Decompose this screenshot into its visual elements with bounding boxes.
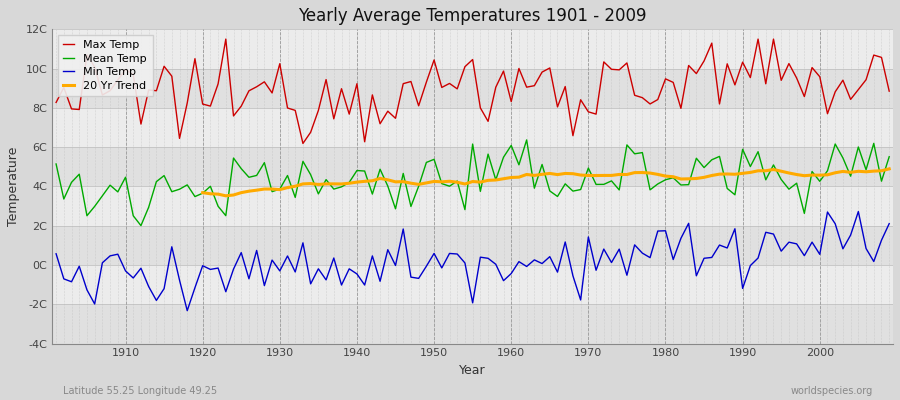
- Max Temp: [290, 108, 301, 113]
- Max Temp: [521, 85, 532, 90]
- Line: Mean Temp: Mean Temp: [56, 140, 889, 226]
- Line: 20 Yr Trend: 20 Yr Trend: [202, 169, 889, 196]
- Line: Max Temp: Max Temp: [56, 39, 889, 144]
- Max Temp: [298, 141, 309, 146]
- Mean Temp: [521, 138, 532, 142]
- Max Temp: [884, 89, 895, 94]
- 20 Yr Trend: [298, 182, 309, 186]
- Mean Temp: [290, 195, 301, 200]
- Mean Temp: [336, 184, 346, 189]
- 20 Yr Trend: [220, 194, 231, 198]
- Bar: [52, 265, 893, 304]
- Bar: [52, 186, 893, 226]
- Mean Temp: [614, 188, 625, 192]
- Bar: [52, 29, 893, 68]
- Mean Temp: [136, 223, 147, 228]
- Text: Latitude 55.25 Longitude 49.25: Latitude 55.25 Longitude 49.25: [63, 386, 217, 396]
- 20 Yr Trend: [197, 190, 208, 195]
- Mean Temp: [514, 162, 525, 167]
- 20 Yr Trend: [884, 166, 895, 171]
- Mean Temp: [112, 190, 123, 194]
- Min Temp: [290, 270, 301, 274]
- Text: worldspecies.org: worldspecies.org: [791, 386, 873, 396]
- 20 Yr Trend: [860, 169, 871, 174]
- Bar: [52, 147, 893, 186]
- Max Temp: [220, 37, 231, 42]
- Y-axis label: Temperature: Temperature: [7, 147, 20, 226]
- Max Temp: [344, 112, 355, 116]
- 20 Yr Trend: [776, 169, 787, 174]
- Title: Yearly Average Temperatures 1901 - 2009: Yearly Average Temperatures 1901 - 2009: [299, 7, 647, 25]
- Min Temp: [50, 251, 61, 256]
- Max Temp: [514, 66, 525, 71]
- Bar: [52, 226, 893, 265]
- Mean Temp: [884, 154, 895, 159]
- Min Temp: [506, 271, 517, 276]
- Max Temp: [614, 68, 625, 72]
- Min Temp: [606, 260, 616, 265]
- Bar: [52, 108, 893, 147]
- Legend: Max Temp, Mean Temp, Min Temp, 20 Yr Trend: Max Temp, Mean Temp, Min Temp, 20 Yr Tre…: [58, 35, 152, 96]
- Min Temp: [336, 283, 346, 288]
- Min Temp: [884, 221, 895, 226]
- Max Temp: [50, 100, 61, 105]
- X-axis label: Year: Year: [459, 364, 486, 377]
- 20 Yr Trend: [791, 172, 802, 177]
- Min Temp: [182, 308, 193, 313]
- Min Temp: [853, 209, 864, 214]
- Max Temp: [112, 78, 123, 82]
- Bar: [52, 68, 893, 108]
- Min Temp: [514, 259, 525, 264]
- Mean Temp: [50, 162, 61, 166]
- Line: Min Temp: Min Temp: [56, 212, 889, 311]
- 20 Yr Trend: [683, 176, 694, 181]
- 20 Yr Trend: [413, 182, 424, 187]
- Bar: [52, 304, 893, 344]
- Min Temp: [112, 252, 123, 256]
- Mean Temp: [506, 143, 517, 148]
